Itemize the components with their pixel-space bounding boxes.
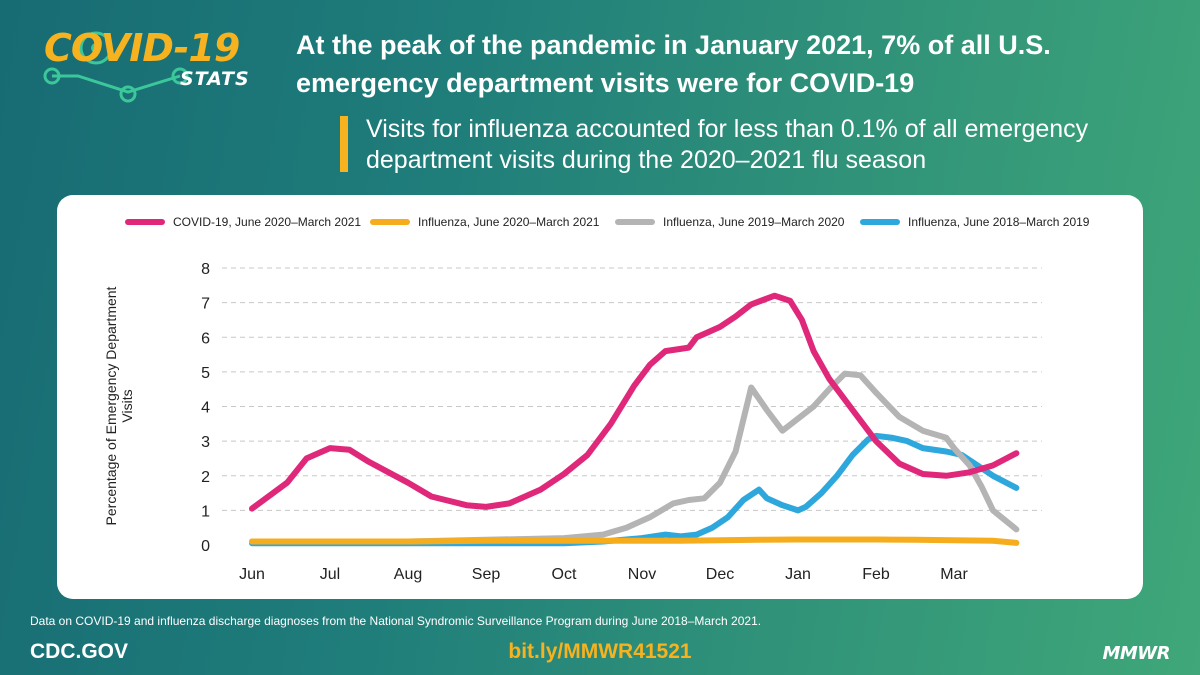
virus-network-icon: [43, 31, 189, 103]
legend-item-covid: COVID-19, June 2020–March 2021: [125, 215, 361, 229]
y-tick-label: 2: [201, 469, 210, 486]
y-tick-label: 4: [201, 400, 210, 417]
flu-2019-series-line: [249, 370, 1020, 545]
x-tick-label: Oct: [552, 566, 577, 583]
legend-item-flu-2018: Influenza, June 2018–March 2019: [860, 215, 1089, 229]
legend-swatch-flu-2020: [370, 219, 410, 225]
legend-label-flu-2020: Influenza, June 2020–March 2021: [418, 215, 600, 229]
y-tick-label: 0: [201, 538, 210, 555]
subheadline: Visits for influenza accounted for less …: [366, 115, 1089, 174]
legend-swatch-covid: [125, 219, 165, 225]
legend-swatch-flu-2018: [860, 219, 900, 225]
legend-label-flu-2018: Influenza, June 2018–March 2019: [908, 215, 1090, 229]
flu-2020-series-line: [249, 536, 1020, 546]
x-tick-label: Jun: [239, 566, 265, 583]
y-tick-label: 6: [201, 330, 210, 347]
y-tick-label: 5: [201, 365, 210, 382]
x-tick-label: Aug: [394, 566, 422, 583]
chart-card: COVID-19, June 2020–March 2021 Influenza…: [57, 195, 1143, 599]
legend-swatch-flu-2019: [615, 219, 655, 225]
data-source-footnote: Data on COVID-19 and influenza discharge…: [30, 614, 762, 628]
x-tick-label: Feb: [862, 566, 890, 583]
legend-label-flu-2019: Influenza, June 2019–March 2020: [663, 215, 845, 229]
x-tick-label: Mar: [940, 566, 968, 583]
covid-series-line: [249, 292, 1020, 512]
y-tick-label: 8: [201, 261, 210, 278]
cdc-gov-link[interactable]: CDC.GOV: [30, 640, 129, 663]
mmwr-short-link[interactable]: bit.ly/MMWR41521: [508, 640, 692, 663]
logo-subtitle: STATS: [180, 68, 250, 90]
chart-legend: COVID-19, June 2020–March 2021 Influenza…: [57, 215, 1143, 235]
legend-item-flu-2019: Influenza, June 2019–March 2020: [615, 215, 844, 229]
legend-item-flu-2020: Influenza, June 2020–March 2021: [370, 215, 599, 229]
logo-title: COVID-19: [44, 26, 240, 70]
x-tick-label: Jul: [320, 566, 340, 583]
y-tick-label: 7: [201, 296, 210, 313]
y-tick-label: 3: [201, 434, 210, 451]
headline: At the peak of the pandemic in January 2…: [296, 30, 1051, 98]
y-tick-label: 1: [201, 503, 210, 520]
subheadline-accent-bar: [340, 116, 348, 172]
x-tick-label: Jan: [785, 566, 811, 583]
legend-label-covid: COVID-19, June 2020–March 2021: [173, 215, 362, 229]
x-tick-label: Sep: [472, 566, 501, 583]
mmwr-logo: MMWR: [1102, 643, 1170, 664]
x-tick-label: Nov: [628, 566, 656, 583]
line-chart: 0 1 2 3 4 5 6 7 8 Jun Jul Aug Sep Oct Nov Dec Jan Feb Mar: [201, 261, 1042, 583]
x-tick-label: Dec: [706, 566, 734, 583]
covid-stats-logo: COVID-19 STATS: [30, 24, 270, 114]
